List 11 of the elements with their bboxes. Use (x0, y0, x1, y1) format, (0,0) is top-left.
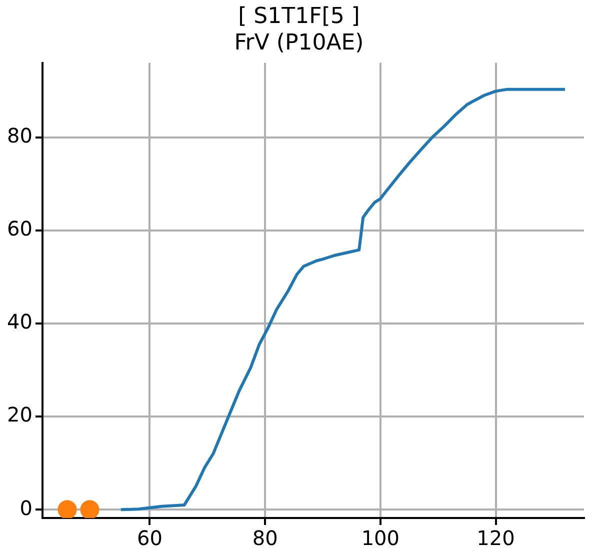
y-tick-label: 20 (6, 402, 32, 427)
y-tick-label: 80 (6, 123, 32, 148)
x-tick-label: 80 (252, 526, 278, 550)
x-tick-label: 60 (136, 526, 162, 550)
chart-title: [ S1T1F[5 ] (238, 4, 360, 29)
x-tick-label: 120 (476, 526, 515, 550)
y-tick-label: 40 (6, 310, 32, 334)
y-tick-label: 0 (20, 496, 32, 520)
y-tick-label: 60 (6, 216, 32, 241)
chart-subtitle: FrV (P10AE) (234, 30, 364, 56)
x-tick-label: 100 (361, 526, 400, 550)
